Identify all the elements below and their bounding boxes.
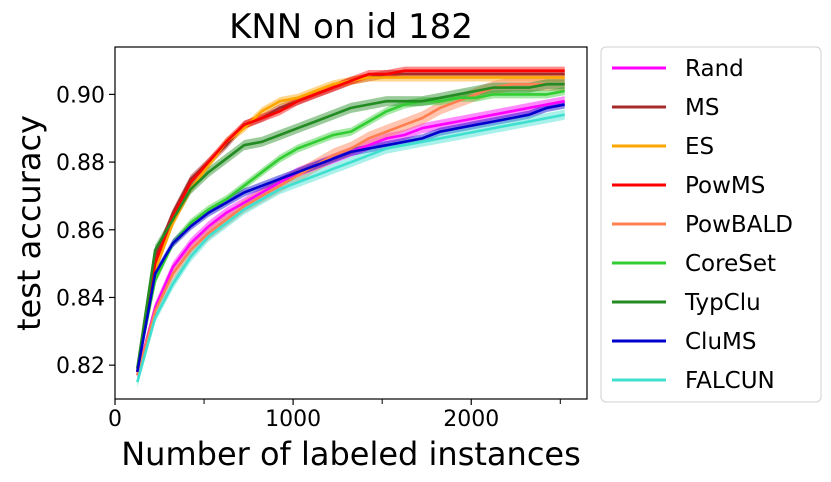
legend-label: TypClu [684,290,761,316]
legend-item-powms: PowMS [612,173,765,199]
y-tick-label: 0.88 [56,151,105,176]
legend: Rand MS ES PowMS PowBALD CoreSet TypClu CluMS FA… [600,46,822,403]
y-axis: 0.82 0.84 0.86 0.88 0.90 [56,83,115,379]
series-line-falcun [136,113,565,383]
x-axis: 0 1000 2000 [108,399,561,432]
series-line-coreset [136,89,565,369]
legend-label: CoreSet [685,251,776,277]
x-tick-label: 0 [108,407,122,432]
series-bands [137,66,565,388]
y-tick-label: 0.86 [56,219,105,244]
legend-item-clums: CluMS [612,329,756,355]
plot-frame [114,46,588,400]
x-tick-label: 2000 [443,407,499,432]
series-band-clums [137,100,565,376]
legend-label: PowMS [685,173,765,199]
legend-item-rand: Rand [612,56,744,82]
legend-item-falcun: FALCUN [612,368,775,394]
legend-label: MS [685,95,719,121]
series-line-powms [136,69,565,373]
legend-item-es: ES [612,134,714,160]
series-line-typclu [136,82,565,369]
legend-item-ms: MS [612,95,719,121]
y-tick-label: 0.84 [56,286,105,311]
series-band-falcun [137,109,565,388]
y-tick-label: 0.90 [56,83,105,108]
y-tick-label: 0.82 [56,354,105,379]
x-tick-label: 1000 [265,407,321,432]
series-lines [136,69,565,383]
legend-label: Rand [685,56,744,82]
chart-title: KNN on id 182 [229,7,473,47]
x-axis-label: Number of labeled instances [121,435,581,473]
legend-label: PowBALD [685,212,793,238]
y-axis-label: test accuracy [10,115,48,331]
legend-frame [600,46,822,403]
series-line-clums [136,103,565,373]
legend-label: FALCUN [685,368,775,394]
legend-item-powbald: PowBALD [612,212,793,238]
legend-label: ES [685,134,714,160]
legend-item-coreset: CoreSet [612,251,776,277]
legend-label: CluMS [685,329,756,355]
legend-item-typclu: TypClu [612,290,761,316]
